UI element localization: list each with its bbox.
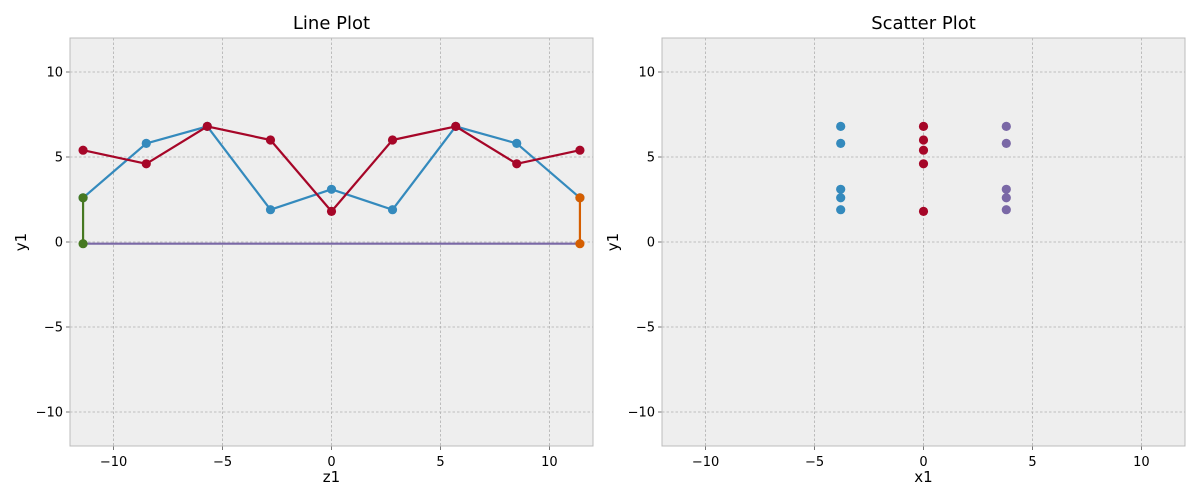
scatter-plot-series-red-point <box>918 121 929 131</box>
scatter-plot-series-purple-point <box>1001 121 1011 131</box>
scatter-plot-x-tick-label: −5 <box>805 455 824 470</box>
line-plot-title: Line Plot <box>293 13 370 34</box>
line-plot-series-blue-point <box>326 184 337 194</box>
scatter-plot-axes: −10 −5 0 5 10 −10 −5 0 5 10 Scatter Plot x1 y1 <box>604 13 1186 486</box>
scatter-plot-x-tick-label: 10 <box>1133 455 1150 470</box>
scatter-plot-series-red-point <box>918 135 929 145</box>
line-plot-series-red-point <box>326 206 337 216</box>
line-plot-y-tick-label: 5 <box>55 151 63 166</box>
line-plot-y-tick-label: 10 <box>46 66 63 81</box>
line-plot-y-tick-label: −5 <box>44 321 63 336</box>
scatter-plot-y-tick-label: −10 <box>628 406 655 421</box>
line-plot-y-axis-label: y1 <box>12 233 30 251</box>
line-plot-x-tick-label: 0 <box>327 455 335 470</box>
scatter-plot-x-axis-label: x1 <box>914 468 932 486</box>
scatter-plot-series-red-point <box>918 145 929 155</box>
line-plot-series-red-point <box>202 121 212 131</box>
scatter-plot-x-tick-label: −10 <box>692 455 719 470</box>
line-plot-series-blue-point <box>512 138 522 148</box>
line-plot-series-red-point <box>575 145 585 155</box>
scatter-plot-series-purple-point <box>1001 184 1011 194</box>
scatter-plot-series-purple-point <box>1001 138 1011 148</box>
scatter-plot-title: Scatter Plot <box>871 13 976 34</box>
line-plot-series-green-point <box>78 239 88 249</box>
scatter-plot-y-tick-label: −5 <box>636 321 655 336</box>
line-plot-series-blue-point <box>141 138 151 148</box>
line-plot-series-blue-point <box>387 205 398 215</box>
scatter-plot-series-red-point <box>918 159 929 169</box>
scatter-plot-series-blue-point <box>836 184 846 194</box>
line-plot-series-red-point <box>387 135 398 145</box>
scatter-plot-y-tick-label: 0 <box>647 236 655 251</box>
scatter-plot-series-red-point <box>918 206 929 216</box>
line-plot-series-green-point <box>78 193 88 203</box>
line-plot-y-tick-label: −10 <box>36 406 63 421</box>
scatter-plot-y-tick-label: 10 <box>638 66 655 81</box>
scatter-plot-frame <box>661 37 1186 447</box>
line-plot-series-red-point <box>512 159 522 169</box>
scatter-plot-y-axis-label: y1 <box>604 233 622 251</box>
scatter-plot-x-tick-label: 0 <box>919 455 927 470</box>
line-plot-series-red-point <box>141 159 151 169</box>
line-plot-series-orange-point <box>575 239 585 249</box>
line-plot-series-red-point <box>265 135 276 145</box>
line-plot-x-axis-label: z1 <box>323 468 340 486</box>
line-plot-frame <box>69 37 594 447</box>
line-plot-series-red-point <box>78 145 88 155</box>
scatter-plot-x-tick-label: 5 <box>1028 455 1036 470</box>
line-plot-x-tick-label: −10 <box>100 455 127 470</box>
scatter-plot-series-blue-point <box>836 205 846 215</box>
line-plot-y-tick-label: 0 <box>55 236 63 251</box>
line-plot-series-orange-point <box>575 193 585 203</box>
line-plot-series-blue-point <box>265 205 276 215</box>
scatter-plot-series-blue-point <box>836 138 846 148</box>
line-plot-series-red-point <box>451 121 461 131</box>
scatter-plot-series-blue-point <box>836 193 846 203</box>
line-plot-axes: −10 −5 0 5 10 −10 −5 0 5 10 Line Plot z1 y1 <box>12 13 594 486</box>
scatter-plot-series-blue-point <box>836 121 846 131</box>
scatter-plot-series-purple-point <box>1001 205 1011 215</box>
line-plot-x-tick-label: 10 <box>541 455 558 470</box>
line-plot-x-tick-label: 5 <box>436 455 444 470</box>
scatter-plot-series-purple-point <box>1001 193 1011 203</box>
line-plot-x-tick-label: −5 <box>213 455 232 470</box>
scatter-plot-y-tick-label: 5 <box>647 151 655 166</box>
